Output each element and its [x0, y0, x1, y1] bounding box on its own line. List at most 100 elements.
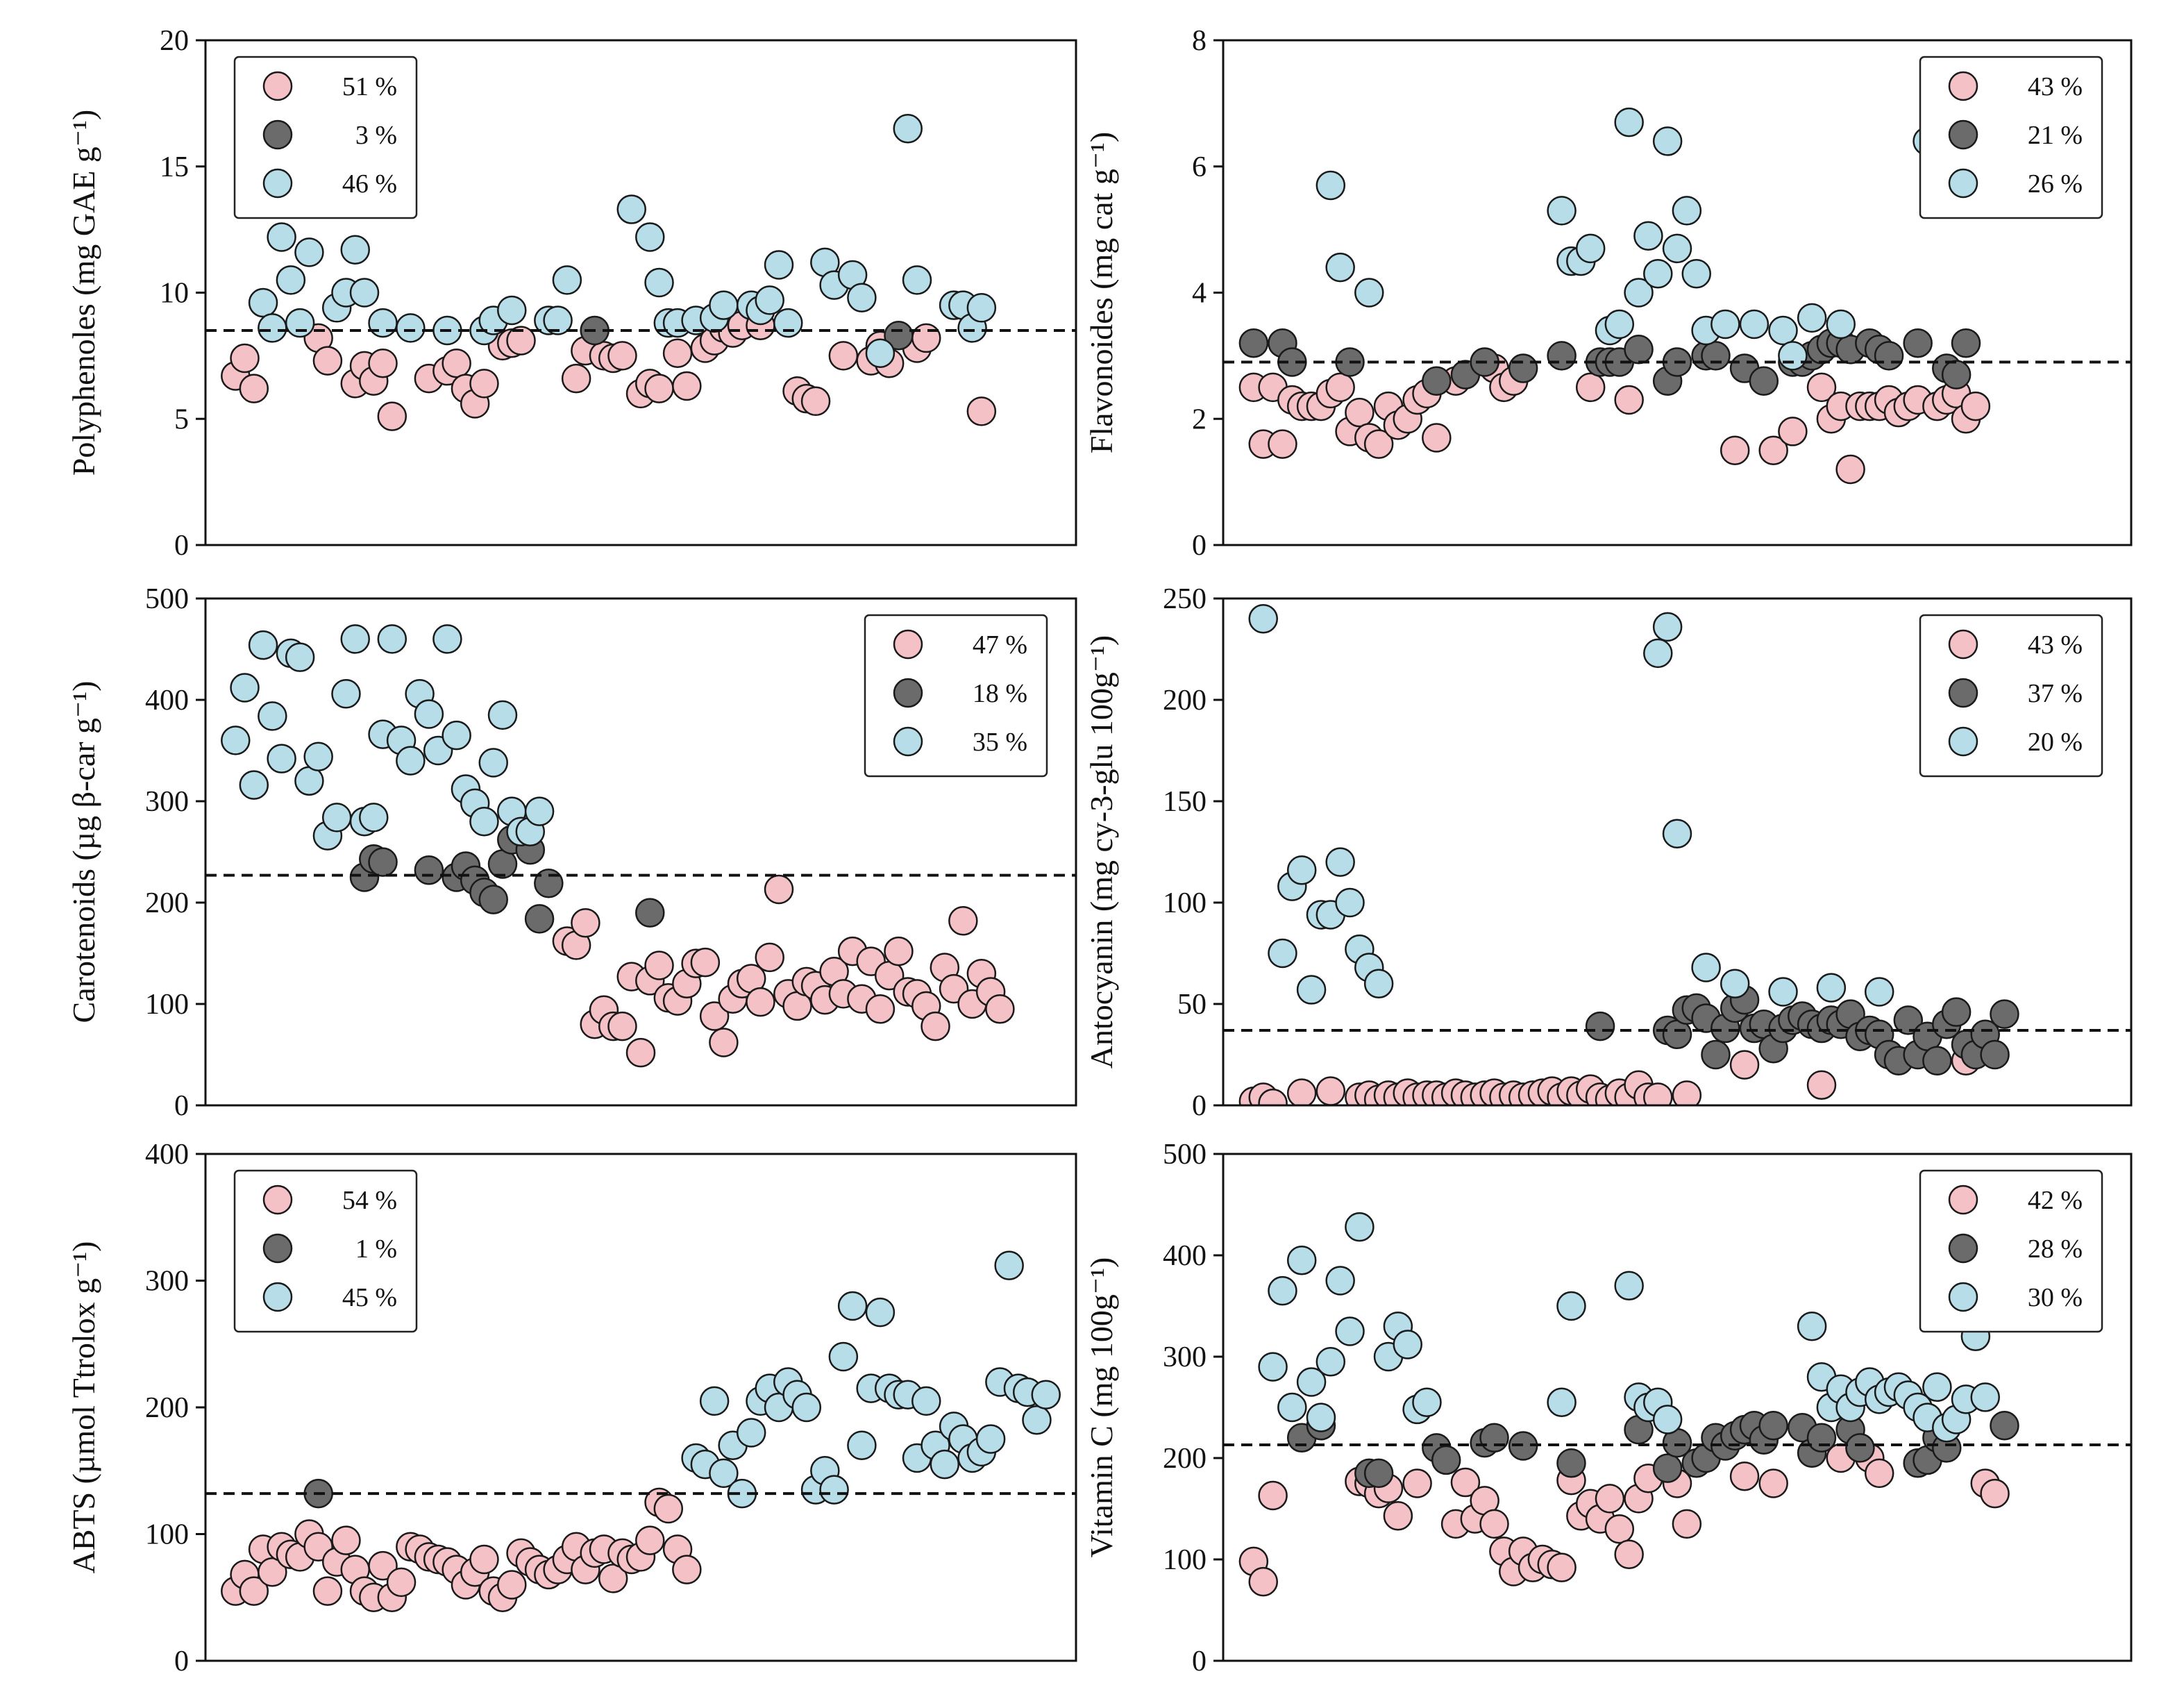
pink-point [625, 1037, 656, 1068]
pink-point [1286, 1078, 1317, 1105]
pink-legend-marker [1948, 629, 1978, 660]
axes-frame [204, 1153, 1077, 1662]
legend-label: 43 % [2028, 630, 2083, 660]
gray-point [368, 847, 398, 877]
blue-point [1662, 819, 1692, 848]
gray-point [1652, 1453, 1683, 1483]
gray-point [1951, 328, 1981, 358]
blue-point [349, 278, 380, 308]
blue-point [1826, 309, 1856, 340]
blue-point [478, 748, 508, 778]
pink-legend-marker [262, 71, 293, 101]
gray-point [884, 321, 914, 351]
pink-point [1806, 1070, 1837, 1100]
blue-point [1604, 309, 1635, 340]
pink-point [1402, 1468, 1432, 1498]
blue-point [1412, 1387, 1442, 1417]
y-tick-label: 200 [145, 1392, 189, 1424]
blue-point [1662, 233, 1692, 264]
pink-point [1720, 435, 1750, 465]
blue-point [1614, 1271, 1644, 1301]
plot-area [1223, 603, 2131, 1105]
gray-legend-marker [1948, 678, 1978, 708]
gray-point [1903, 328, 1933, 358]
legend-label: 18 % [973, 679, 1027, 708]
y-tick-label: 6 [1192, 151, 1207, 183]
blue-point [975, 1424, 1006, 1454]
legend-label: 37 % [2028, 679, 2083, 708]
y-tick-label: 20 [160, 25, 189, 57]
blue-point [340, 624, 370, 654]
pink-point [1758, 435, 1788, 465]
blue-point [865, 1297, 896, 1328]
blue-point [1335, 887, 1365, 918]
blue-point [847, 1430, 877, 1460]
blue-point [930, 1449, 960, 1480]
blue-point [442, 720, 471, 751]
legend-label: 21 % [2028, 121, 2083, 150]
gray-point [1874, 341, 1904, 371]
pink-point [800, 386, 831, 417]
blue-legend-marker [1948, 726, 1978, 757]
legend-label: 47 % [973, 630, 1027, 660]
blue-point [1720, 969, 1750, 999]
axes-frame [1222, 39, 2133, 546]
pink-point [607, 1011, 637, 1041]
pink-point [331, 1525, 361, 1555]
gray-point [1431, 1445, 1461, 1475]
pink-point [1547, 1552, 1577, 1582]
plot-area [1223, 1212, 2131, 1597]
blue-point [847, 283, 877, 313]
blue-point [1258, 1352, 1288, 1382]
pink-point [1614, 385, 1644, 415]
blue-point [1691, 953, 1721, 982]
pink-point [239, 374, 269, 403]
blue-point [893, 113, 923, 144]
gray-point [1238, 328, 1269, 358]
gray-point [1624, 335, 1654, 365]
blue-point [1681, 258, 1711, 289]
blue-point [1643, 258, 1673, 289]
vitamin-c-panel: 0 100 200 300 400 500 Vitamin C (mg 100g⁻¹) 42 … [1084, 1139, 2133, 1677]
pink-point [230, 343, 260, 374]
gray-point [478, 885, 508, 914]
blue-point [1652, 126, 1683, 156]
gray-legend-marker [893, 678, 923, 708]
pink-point [607, 341, 637, 371]
y-tick-label: 8 [1192, 25, 1207, 57]
gray-point [1893, 1005, 1924, 1035]
blue-point [755, 285, 784, 315]
plot-area [205, 113, 1076, 431]
blue-point [1325, 1266, 1355, 1296]
pink-point [1258, 1088, 1288, 1105]
pink-point [1960, 391, 1991, 421]
gray-legend-marker [1948, 1233, 1978, 1264]
blue-point [902, 265, 932, 295]
axes-frame [204, 597, 1077, 1107]
pink-point [644, 374, 674, 403]
pink-point [1778, 417, 1808, 446]
pink-point [377, 401, 407, 431]
blue-point [773, 308, 803, 338]
axes-frame [1222, 597, 2133, 1107]
legend-label: 46 % [342, 169, 397, 199]
blue-point [709, 290, 739, 320]
y-axis-label: ABTS (µmol Ttrolox g⁻¹) [66, 1241, 101, 1573]
pink-point [1604, 1514, 1635, 1544]
blue-point [1296, 975, 1327, 1005]
gray-legend-marker [1948, 119, 1978, 150]
pink-point [1980, 1478, 2010, 1509]
y-tick-label: 4 [1192, 278, 1207, 310]
blue-point [1652, 1405, 1683, 1434]
axes-frame [1222, 1153, 2133, 1662]
blue-point [1268, 938, 1297, 969]
pink-point [690, 947, 721, 978]
pink-point [1835, 454, 1865, 485]
pink-point [1345, 397, 1375, 428]
blue-point [1710, 309, 1740, 340]
blue-point [359, 803, 389, 832]
blue-point [837, 1291, 868, 1321]
pink-legend-marker [1948, 71, 1978, 101]
blue-point [1022, 1405, 1052, 1435]
y-axis-label: Carotenoids (µg β-car g⁻¹) [66, 681, 101, 1023]
